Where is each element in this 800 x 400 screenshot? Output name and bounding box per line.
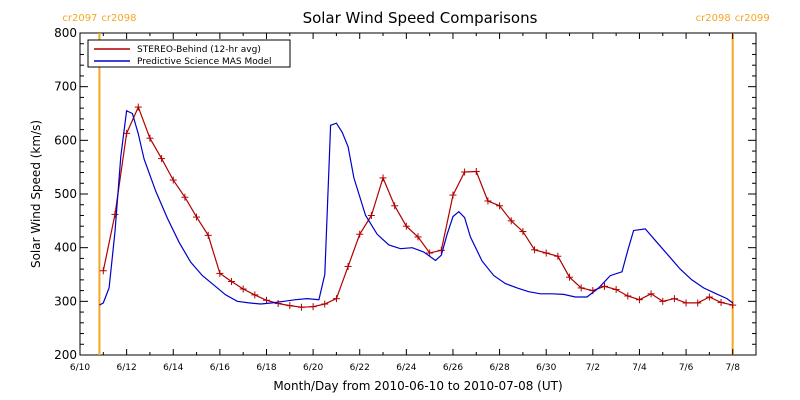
data-point <box>519 228 527 236</box>
x-tick-label: 6/22 <box>350 363 370 373</box>
x-tick-label: 6/14 <box>163 363 183 373</box>
data-point <box>461 168 469 176</box>
data-point <box>659 297 667 305</box>
data-point <box>472 167 480 175</box>
data-point <box>624 292 632 300</box>
data-point <box>134 103 142 111</box>
data-point <box>204 231 212 239</box>
data-point <box>344 262 352 270</box>
data-point <box>682 299 690 307</box>
x-tick-label: 7/8 <box>725 363 740 373</box>
y-axis-label: Solar Wind Speed (km/s) <box>29 120 43 268</box>
data-point <box>228 277 236 285</box>
data-point <box>635 296 643 304</box>
data-point <box>111 210 119 218</box>
series-line-1 <box>99 109 734 306</box>
carrington-label-right: cr2098 <box>101 13 136 24</box>
x-tick-label: 7/2 <box>586 363 600 373</box>
data-point <box>437 246 445 254</box>
data-point <box>379 174 387 182</box>
y-tick-label: 700 <box>54 80 77 94</box>
data-point <box>694 299 702 307</box>
data-point <box>146 134 154 142</box>
series-lines <box>99 103 737 311</box>
data-point <box>612 286 620 294</box>
x-tick-label: 6/18 <box>256 363 276 373</box>
x-tick-label: 6/30 <box>536 363 556 373</box>
data-point <box>239 285 247 293</box>
legend-box <box>87 39 291 68</box>
chart-title: Solar Wind Speed Comparisons <box>303 9 538 27</box>
data-point <box>566 273 574 281</box>
y-tick-label: 800 <box>54 26 77 40</box>
data-point <box>216 269 224 277</box>
data-point <box>402 222 410 230</box>
data-point <box>414 233 422 241</box>
data-point <box>670 295 678 303</box>
data-point <box>600 282 608 290</box>
data-point <box>297 303 305 311</box>
y-tick-label: 600 <box>54 133 77 147</box>
data-point <box>286 302 294 310</box>
data-point <box>321 300 329 308</box>
x-axis-label: Month/Day from 2010-06-10 to 2010-07-08 … <box>273 379 562 393</box>
data-point <box>332 295 340 303</box>
legend: STEREO-Behind (12-hr avg) Predictive Scie… <box>87 39 291 68</box>
x-tick-label: 6/24 <box>396 363 416 373</box>
y-tick-label: 400 <box>54 241 77 255</box>
x-tick-label: 6/26 <box>443 363 463 373</box>
legend-label: STEREO-Behind (12-hr avg) <box>137 45 261 55</box>
data-point <box>717 298 725 306</box>
x-tick-label: 6/28 <box>489 363 509 373</box>
data-point <box>169 176 177 184</box>
data-point <box>507 217 515 225</box>
data-point <box>496 202 504 210</box>
data-point <box>367 211 375 219</box>
data-point <box>449 191 457 199</box>
y-tick-label: 300 <box>54 294 77 308</box>
data-point <box>531 246 539 254</box>
data-point <box>99 267 107 275</box>
data-point <box>391 202 399 210</box>
y-tick-label: 200 <box>54 348 77 362</box>
data-point <box>705 293 713 301</box>
data-point <box>647 290 655 298</box>
carrington-markers: cr2097 cr2098 cr2098 cr2099 <box>62 13 770 355</box>
x-tick-label: 6/12 <box>117 363 137 373</box>
x-tick-label: 6/16 <box>210 363 230 373</box>
data-point <box>484 197 492 205</box>
x-tick-label: 7/6 <box>679 363 694 373</box>
carrington-label-left: cr2098 <box>696 13 731 24</box>
x-tick-label: 6/10 <box>70 363 90 373</box>
y-axis: 200 300 400 500 600 700 800 <box>54 26 756 362</box>
data-point <box>356 230 364 238</box>
data-point <box>426 249 434 257</box>
data-point <box>262 296 270 304</box>
data-point <box>577 284 585 292</box>
x-tick-label: 7/4 <box>632 363 647 373</box>
carrington-label-left: cr2097 <box>62 13 97 24</box>
data-point <box>193 213 201 221</box>
data-point <box>554 252 562 260</box>
data-point <box>274 299 282 307</box>
legend-label: Predictive Science MAS Model <box>137 57 272 67</box>
x-axis: 6/10 6/12 6/14 6/16 6/18 6/20 6/22 6/24 6/26 6/28… <box>70 33 740 373</box>
data-point <box>542 249 550 257</box>
x-tick-label: 6/20 <box>303 363 323 373</box>
data-point <box>251 291 259 299</box>
y-tick-label: 500 <box>54 187 77 201</box>
data-point <box>158 155 166 163</box>
carrington-label-right: cr2099 <box>735 13 770 24</box>
data-point <box>181 193 189 201</box>
data-point <box>309 303 317 311</box>
